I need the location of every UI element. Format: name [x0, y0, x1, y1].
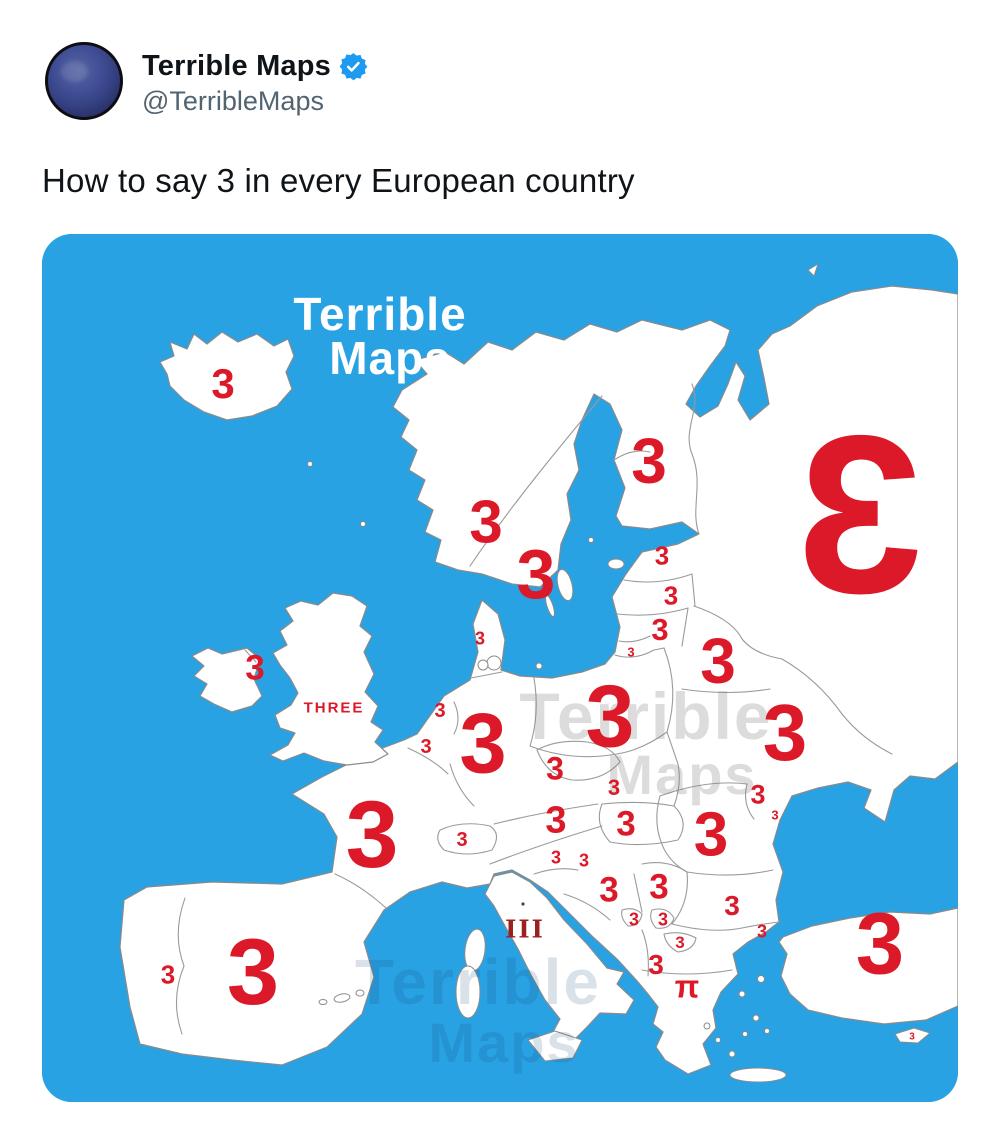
map-label-greece: π — [675, 969, 700, 1005]
map-label-bulgaria: 3 — [724, 890, 740, 921]
funen-island — [477, 659, 489, 671]
map-label-finland: 3 — [631, 425, 667, 497]
map-label-slovenia: 3 — [551, 847, 561, 867]
aegean-island — [703, 1022, 711, 1030]
map-label-albania: 3 — [648, 949, 664, 980]
map-label-austria: 3 — [545, 800, 566, 842]
great-britain-landmass — [269, 592, 389, 766]
lesbos-island — [757, 975, 765, 983]
mallorca-island — [333, 993, 351, 1003]
zealand-island — [486, 655, 502, 671]
map-label-netherlands: 3 — [434, 700, 445, 722]
map-label-sweden: 3 — [517, 535, 556, 613]
bornholm-island — [535, 662, 543, 670]
map-label-bosnia: 3 — [599, 871, 618, 910]
map-label-cyprus: 3 — [909, 1032, 915, 1043]
svg-text:Terrible: Terrible — [293, 288, 466, 340]
turkey-landmass — [778, 907, 958, 1025]
map-label-ireland: 3 — [245, 649, 264, 688]
map-label-estonia: 3 — [655, 540, 669, 570]
aegean-island — [738, 990, 746, 998]
crete-island — [729, 1067, 787, 1083]
map-label-denmark: 3 — [475, 628, 485, 648]
map-label-spain: 3 — [227, 919, 279, 1024]
arctic-island — [807, 262, 819, 277]
map-label-belgium: 3 — [420, 736, 431, 758]
map-label-moldova-coast: 3 — [771, 808, 778, 823]
small-map-dot — [521, 902, 525, 906]
map-label-italy: III — [505, 915, 545, 944]
profile-avatar[interactable] — [45, 42, 123, 120]
map-label-norway: 3 — [469, 489, 502, 556]
map-label-portugal: 3 — [161, 959, 175, 989]
sicily-island — [527, 1030, 583, 1062]
iceland-landmass — [159, 331, 295, 421]
map-label-turkey: 3 — [856, 895, 904, 992]
italy-landmass — [484, 871, 635, 1045]
map-label-latvia: 3 — [664, 580, 678, 610]
ibiza-island — [318, 999, 328, 1005]
map-label-poland: 3 — [586, 667, 635, 766]
shetland-islands — [360, 521, 366, 527]
map-label-czechia: 3 — [546, 751, 564, 787]
map-label-iceland: 3 — [211, 360, 234, 407]
menorca-island — [355, 989, 365, 997]
map-label-serbia: 3 — [649, 868, 668, 907]
tweet-text: How to say 3 in every European country — [42, 162, 635, 199]
map-label-kaliningrad: 3 — [627, 645, 634, 660]
map-label-romania: 3 — [694, 800, 728, 869]
aland-island — [588, 537, 594, 543]
tweet-map-image[interactable]: Terrible Maps Terrible Maps Terrible Map… — [42, 234, 958, 1102]
sardinia-island — [455, 965, 481, 1019]
aegean-island — [764, 1028, 770, 1034]
map-label-switzerland: 3 — [456, 829, 467, 851]
svg-text:Terrible: Terrible — [355, 946, 601, 1018]
saaremaa-island — [607, 558, 625, 570]
author-handle[interactable]: @TerribleMaps — [142, 86, 324, 116]
watermark-center: Terrible Maps — [519, 679, 772, 806]
map-label-moldova: 3 — [750, 780, 765, 810]
map-label-germany: 3 — [459, 697, 506, 792]
map-logo: Terrible Maps — [293, 288, 466, 384]
author-name[interactable]: Terrible Maps — [142, 50, 332, 82]
map-label-belarus: 3 — [700, 625, 736, 697]
map-label-kosovo: 3 — [658, 909, 668, 929]
faroe-islands — [307, 461, 313, 467]
gotland-island — [556, 568, 574, 602]
aegean-island — [728, 1050, 736, 1058]
map-label-slovakia: 3 — [608, 775, 620, 800]
svg-text:Maps: Maps — [606, 743, 757, 806]
watermark-bottom: Terrible Maps — [355, 946, 601, 1074]
map-label-lithuania: 3 — [651, 612, 668, 647]
map-label-hungary: 3 — [616, 805, 635, 844]
mainland-europe — [119, 285, 958, 1075]
svg-text:Maps: Maps — [329, 332, 451, 384]
map-label-france: 3 — [346, 782, 399, 888]
oland-island — [545, 594, 555, 618]
svg-text:Terrible: Terrible — [519, 679, 772, 753]
map-label-north-macedonia: 3 — [675, 933, 684, 952]
map-label-ukraine: 3 — [763, 688, 808, 777]
cyprus-island — [894, 1027, 932, 1044]
aegean-island — [742, 1031, 748, 1037]
svg-text:Maps: Maps — [428, 1011, 579, 1074]
map-label-croatia: 3 — [579, 850, 589, 870]
map-label-turkey-thrace: 3 — [757, 921, 767, 941]
author-row: Terrible Maps — [142, 50, 368, 83]
map-label-montenegro: 3 — [629, 909, 639, 929]
verified-badge-icon — [339, 53, 368, 81]
map-label-russia: 3 — [797, 388, 922, 640]
aegean-island — [715, 1037, 721, 1043]
ireland-landmass — [191, 647, 263, 713]
country-borders — [175, 383, 893, 1035]
islands-group — [307, 262, 932, 1083]
aegean-island — [752, 1014, 760, 1022]
map-label-united-kingdom: THREE — [304, 699, 365, 716]
